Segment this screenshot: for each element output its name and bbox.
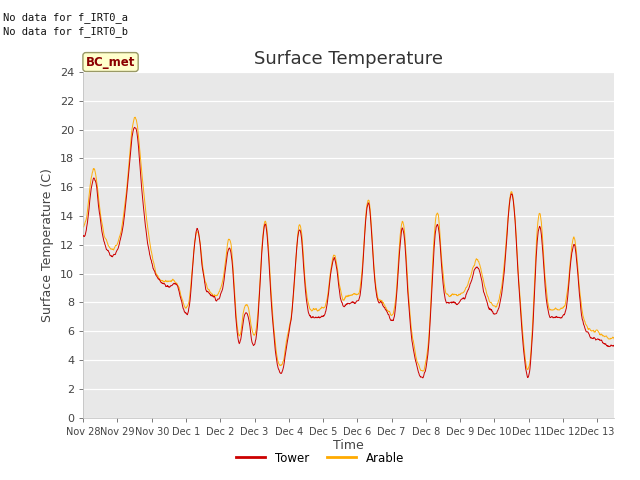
X-axis label: Time: Time — [333, 439, 364, 453]
Text: BC_met: BC_met — [86, 56, 135, 69]
Text: No data for f_IRT0_a
No data for f_IRT0_b: No data for f_IRT0_a No data for f_IRT0_… — [3, 12, 128, 37]
Title: Surface Temperature: Surface Temperature — [254, 49, 444, 68]
Legend: Tower, Arable: Tower, Arable — [231, 447, 409, 469]
Y-axis label: Surface Temperature (C): Surface Temperature (C) — [42, 168, 54, 322]
